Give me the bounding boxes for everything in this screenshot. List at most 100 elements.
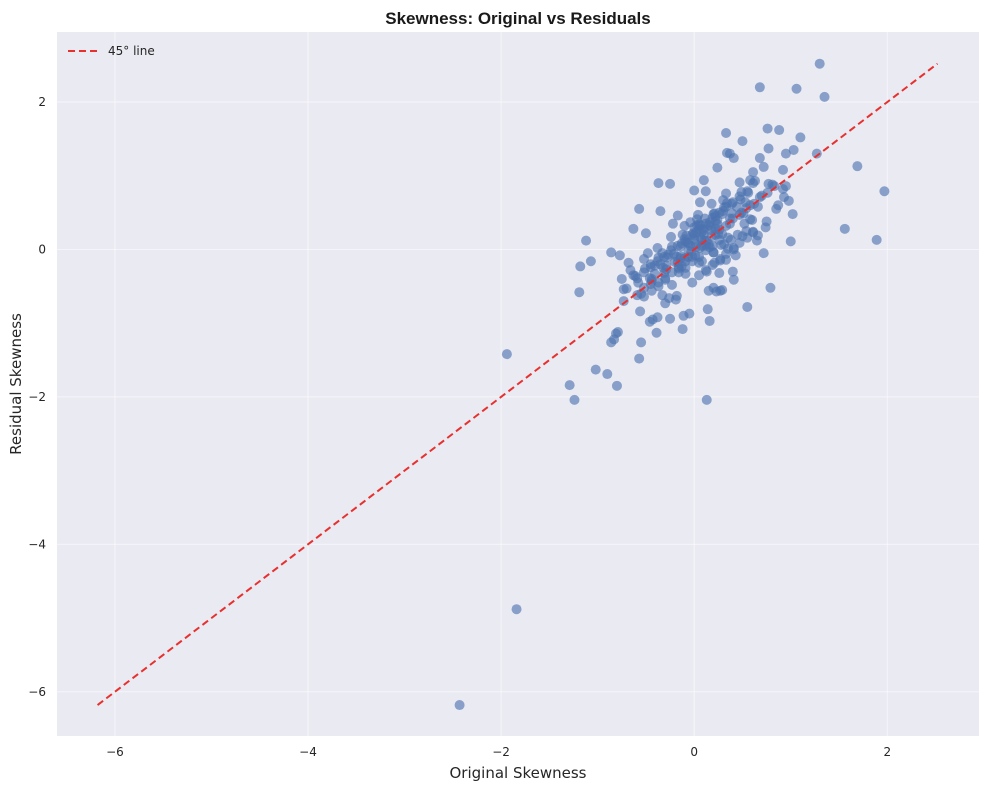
scatter-point: [774, 125, 785, 136]
tick-labels: −6 −4 −2 0 2 −6 −4 −2 0 2: [28, 95, 891, 759]
scatter-point: [634, 353, 645, 364]
scatter-point: [760, 222, 771, 233]
scatter-point: [707, 259, 718, 270]
scatter-point: [616, 273, 627, 284]
scatter-point: [717, 285, 728, 296]
scatter-point: [725, 234, 736, 245]
scatter-point: [646, 285, 657, 296]
scatter-point: [689, 234, 700, 245]
scatter-point: [511, 604, 522, 615]
scatter-point: [687, 277, 698, 288]
scatter-point: [675, 251, 686, 262]
scatter-point: [769, 181, 780, 192]
y-tick-label: 2: [38, 95, 46, 109]
y-tick-label: −6: [28, 685, 46, 699]
scatter-point: [721, 127, 732, 138]
scatter-point: [742, 301, 753, 312]
scatter-point: [609, 334, 620, 345]
scatter-point: [618, 296, 629, 307]
scatter-point: [660, 274, 671, 285]
scatter-point: [606, 247, 617, 258]
scatter-point: [612, 327, 623, 338]
scatter-point: [819, 91, 830, 102]
scatter-point: [671, 290, 682, 301]
scatter-point: [727, 266, 738, 277]
scatter-point: [611, 380, 622, 391]
scatter-point: [708, 247, 719, 258]
scatter-point: [706, 198, 717, 209]
scatter-point: [879, 186, 890, 197]
scatter-point: [701, 394, 712, 405]
scatter-point: [754, 82, 765, 93]
scatter-point: [574, 287, 585, 298]
scatter-point: [614, 250, 625, 261]
scatter-point: [748, 167, 759, 178]
scatter-point: [665, 313, 676, 324]
x-tick-label: −6: [106, 745, 124, 759]
x-axis-label: Original Skewness: [450, 764, 587, 782]
scatter-point: [677, 229, 688, 240]
scatter-point: [726, 198, 737, 209]
scatter-point: [640, 228, 651, 239]
scatter-point: [751, 235, 762, 246]
scatter-point: [748, 227, 759, 238]
scatter-point: [644, 316, 655, 327]
scatter-point: [704, 315, 715, 326]
scatter-point: [666, 231, 677, 242]
scatter-point: [734, 191, 745, 202]
scatter-point: [811, 148, 822, 159]
scatter-point: [742, 186, 753, 197]
scatter-point: [701, 235, 712, 246]
scatter-point: [728, 153, 739, 164]
x-tick-label: −4: [299, 745, 317, 759]
scatter-point: [700, 186, 711, 197]
scatter-point: [702, 304, 713, 315]
scatter-point: [636, 337, 647, 348]
y-axis-label: Residual Skewness: [7, 313, 25, 455]
scatter-point: [677, 324, 688, 335]
y-tick-label: −2: [28, 390, 46, 404]
scatter-point: [657, 290, 668, 301]
scatter-point: [730, 250, 741, 261]
scatter-point: [618, 284, 629, 295]
scatter-point: [712, 214, 723, 225]
scatter-point: [737, 231, 748, 242]
scatter-point: [694, 270, 705, 281]
scatter-point: [871, 234, 882, 245]
scatter-point: [635, 306, 646, 317]
y-tick-label: −4: [28, 537, 46, 551]
scatter-point: [673, 263, 684, 274]
reference-line-45: [96, 62, 939, 706]
scatter-point: [623, 257, 634, 268]
scatter-point: [701, 266, 712, 277]
scatter-point: [653, 178, 664, 189]
scatter-point: [666, 279, 677, 290]
scatter-point: [581, 235, 592, 246]
x-tick-label: 2: [883, 745, 891, 759]
scatter-point: [634, 203, 645, 214]
scatter-point: [758, 248, 769, 259]
scatter-point: [703, 285, 714, 296]
scatter-point: [737, 136, 748, 147]
scatter-point: [662, 252, 673, 263]
gridlines: [57, 32, 979, 736]
scatter-point: [750, 175, 761, 186]
scatter-point: [839, 223, 850, 234]
scatter-point: [680, 268, 691, 279]
scatter-point: [714, 268, 725, 279]
scatter-point: [694, 242, 705, 253]
scatter-point: [780, 148, 791, 159]
scatter-point: [569, 394, 580, 405]
legend-label: 45° line: [108, 44, 155, 58]
scatter-point: [745, 214, 756, 225]
scatter-point: [788, 144, 799, 155]
scatter-point: [685, 217, 696, 228]
reference-line-layer: [96, 62, 939, 706]
scatter-points: [454, 58, 890, 711]
scatter-point: [758, 161, 769, 172]
scatter-point: [638, 267, 649, 278]
scatter-point: [722, 147, 733, 158]
scatter-point: [684, 308, 695, 319]
scatter-point: [652, 312, 663, 323]
